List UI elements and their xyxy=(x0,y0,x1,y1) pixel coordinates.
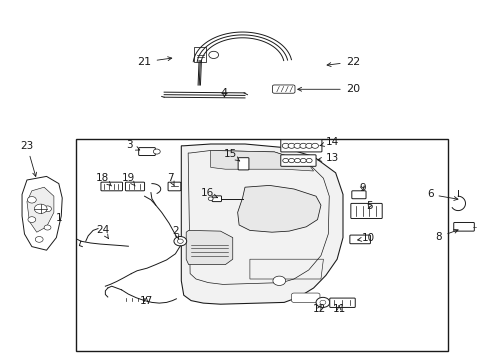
Circle shape xyxy=(306,143,313,148)
Polygon shape xyxy=(238,185,321,232)
Circle shape xyxy=(288,143,295,148)
Circle shape xyxy=(208,197,213,201)
FancyBboxPatch shape xyxy=(139,148,155,156)
Circle shape xyxy=(294,158,300,163)
Circle shape xyxy=(174,237,187,246)
Text: 11: 11 xyxy=(332,303,346,314)
Text: 4: 4 xyxy=(221,88,228,98)
Circle shape xyxy=(153,149,160,154)
Text: 14: 14 xyxy=(320,137,339,147)
Circle shape xyxy=(300,158,306,163)
Bar xyxy=(76,139,448,351)
Circle shape xyxy=(27,197,36,203)
Text: 5: 5 xyxy=(366,201,373,211)
Circle shape xyxy=(34,204,47,213)
Circle shape xyxy=(306,158,312,163)
Text: 15: 15 xyxy=(223,149,240,161)
Text: 23: 23 xyxy=(20,141,37,176)
Text: 10: 10 xyxy=(358,233,375,243)
Text: 9: 9 xyxy=(359,183,366,193)
FancyBboxPatch shape xyxy=(168,182,181,191)
Circle shape xyxy=(283,158,289,163)
Circle shape xyxy=(312,143,318,148)
Text: 21: 21 xyxy=(138,57,172,67)
Circle shape xyxy=(28,217,36,222)
Text: 1: 1 xyxy=(55,213,62,223)
Circle shape xyxy=(294,143,301,148)
FancyBboxPatch shape xyxy=(352,191,366,199)
Circle shape xyxy=(282,143,289,148)
Circle shape xyxy=(44,225,51,230)
Text: 19: 19 xyxy=(122,173,136,186)
Text: 16: 16 xyxy=(201,188,218,198)
FancyBboxPatch shape xyxy=(330,298,355,307)
FancyBboxPatch shape xyxy=(125,182,145,191)
Polygon shape xyxy=(27,187,54,232)
Circle shape xyxy=(289,158,294,163)
Text: 2: 2 xyxy=(172,226,179,239)
Text: 24: 24 xyxy=(96,225,110,238)
FancyBboxPatch shape xyxy=(281,155,316,166)
FancyBboxPatch shape xyxy=(454,222,474,231)
Text: 8: 8 xyxy=(436,229,458,242)
Circle shape xyxy=(273,276,286,285)
Circle shape xyxy=(44,206,51,212)
Circle shape xyxy=(35,237,43,242)
Text: 12: 12 xyxy=(313,303,326,314)
FancyBboxPatch shape xyxy=(238,158,249,170)
Text: 13: 13 xyxy=(318,153,339,163)
Text: 17: 17 xyxy=(139,296,153,306)
Text: 3: 3 xyxy=(126,140,140,150)
FancyBboxPatch shape xyxy=(212,196,221,202)
FancyBboxPatch shape xyxy=(281,140,322,152)
Text: 22: 22 xyxy=(327,57,360,67)
Text: 7: 7 xyxy=(167,173,174,186)
Polygon shape xyxy=(186,230,233,265)
Polygon shape xyxy=(22,176,62,250)
Circle shape xyxy=(209,51,219,59)
Text: 18: 18 xyxy=(96,173,112,186)
Circle shape xyxy=(316,297,330,307)
FancyBboxPatch shape xyxy=(292,293,320,302)
Circle shape xyxy=(177,239,183,243)
Circle shape xyxy=(300,143,307,148)
FancyBboxPatch shape xyxy=(272,85,295,93)
Circle shape xyxy=(320,300,326,305)
Bar xyxy=(194,48,206,62)
FancyBboxPatch shape xyxy=(350,235,370,244)
Text: 6: 6 xyxy=(427,189,458,201)
FancyBboxPatch shape xyxy=(101,182,122,191)
Text: 20: 20 xyxy=(298,84,360,94)
Polygon shape xyxy=(181,144,343,304)
Polygon shape xyxy=(211,150,314,171)
FancyBboxPatch shape xyxy=(351,203,382,219)
